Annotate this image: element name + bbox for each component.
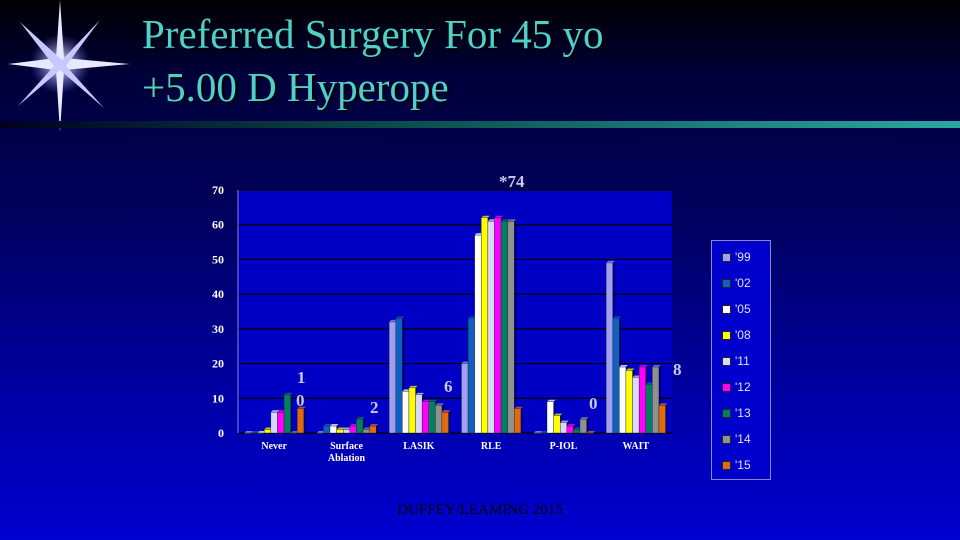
slide-title: Preferred Surgery For 45 yo +5.00 D Hype… bbox=[142, 8, 942, 114]
callout-surface-2: 2 bbox=[370, 398, 379, 417]
callout-lasik-6: 6 bbox=[444, 377, 453, 396]
legend-entry: '05 bbox=[722, 301, 751, 317]
callout-never-1: 1 bbox=[297, 368, 306, 387]
callout-wait-8: 8 bbox=[673, 360, 682, 379]
x-tick-label: RLE bbox=[481, 441, 502, 452]
legend-label: '15 bbox=[735, 458, 751, 472]
y-tick-label: 40 bbox=[212, 287, 224, 301]
legend-label: '12 bbox=[735, 380, 751, 394]
bar bbox=[441, 410, 451, 434]
y-tick-label: 10 bbox=[212, 391, 224, 405]
legend-label: '11 bbox=[735, 354, 750, 368]
bar bbox=[369, 424, 379, 434]
legend-entry: '14 bbox=[722, 431, 751, 447]
legend-swatch bbox=[722, 304, 731, 314]
y-tick-label: 30 bbox=[212, 322, 224, 336]
bar bbox=[658, 403, 668, 434]
legend-label: '13 bbox=[735, 406, 751, 420]
legend-entry: '99 bbox=[722, 249, 751, 265]
legend-swatch bbox=[722, 408, 731, 418]
legend-swatch bbox=[722, 330, 731, 340]
bar bbox=[514, 406, 523, 434]
x-tick-label: P-IOL bbox=[550, 441, 578, 452]
y-tick-label: 70 bbox=[212, 183, 224, 197]
plot-area bbox=[238, 190, 672, 433]
x-tick-label: Never bbox=[261, 441, 287, 452]
legend-entry: '13 bbox=[722, 405, 751, 421]
title-line-1: Preferred Surgery For 45 yo bbox=[142, 11, 604, 57]
chart-legend: '99 '02 '05 '08 '11 '12 '13 '14 '15 bbox=[711, 240, 771, 480]
legend-swatch bbox=[722, 278, 731, 288]
bar bbox=[586, 431, 596, 434]
legend-label: '08 bbox=[735, 328, 751, 342]
legend-entry: '08 bbox=[722, 327, 751, 343]
x-tick-label: WAIT bbox=[622, 441, 649, 452]
legend-swatch bbox=[722, 356, 731, 366]
legend-label: '02 bbox=[735, 276, 751, 290]
starburst-icon bbox=[8, 0, 130, 132]
legend-swatch bbox=[722, 434, 731, 444]
x-tick-label: LASIK bbox=[403, 441, 434, 452]
title-divider bbox=[0, 121, 960, 128]
legend-entry: '15 bbox=[722, 457, 751, 473]
x-tick-label: Surface Ablation bbox=[328, 441, 366, 464]
legend-label: '05 bbox=[735, 302, 751, 316]
legend-label: '14 bbox=[735, 432, 751, 446]
footer-credit: DUFFEY/LEAMING 2015 bbox=[397, 502, 563, 518]
y-tick-label: 20 bbox=[212, 357, 224, 371]
bar bbox=[507, 219, 517, 434]
callout-rle-max: *74 bbox=[499, 172, 525, 191]
bar bbox=[297, 406, 306, 434]
legend-swatch bbox=[722, 252, 731, 262]
legend-entry: '11 bbox=[722, 353, 750, 369]
legend-swatch bbox=[722, 460, 731, 470]
bar bbox=[579, 417, 589, 434]
title-line-2: +5.00 D Hyperope bbox=[142, 64, 449, 110]
bar bbox=[533, 431, 543, 434]
bar bbox=[250, 431, 260, 434]
legend-label: '99 bbox=[735, 250, 751, 264]
y-tick-label: 60 bbox=[212, 218, 224, 232]
y-tick-label: 0 bbox=[218, 426, 224, 440]
legend-entry: '12 bbox=[722, 379, 751, 395]
legend-swatch bbox=[722, 382, 731, 392]
legend-entry: '02 bbox=[722, 275, 751, 291]
y-tick-label: 50 bbox=[212, 252, 224, 266]
callout-never-0: 0 bbox=[296, 391, 305, 410]
bar bbox=[283, 392, 293, 434]
callout-piol-0: 0 bbox=[589, 394, 598, 413]
